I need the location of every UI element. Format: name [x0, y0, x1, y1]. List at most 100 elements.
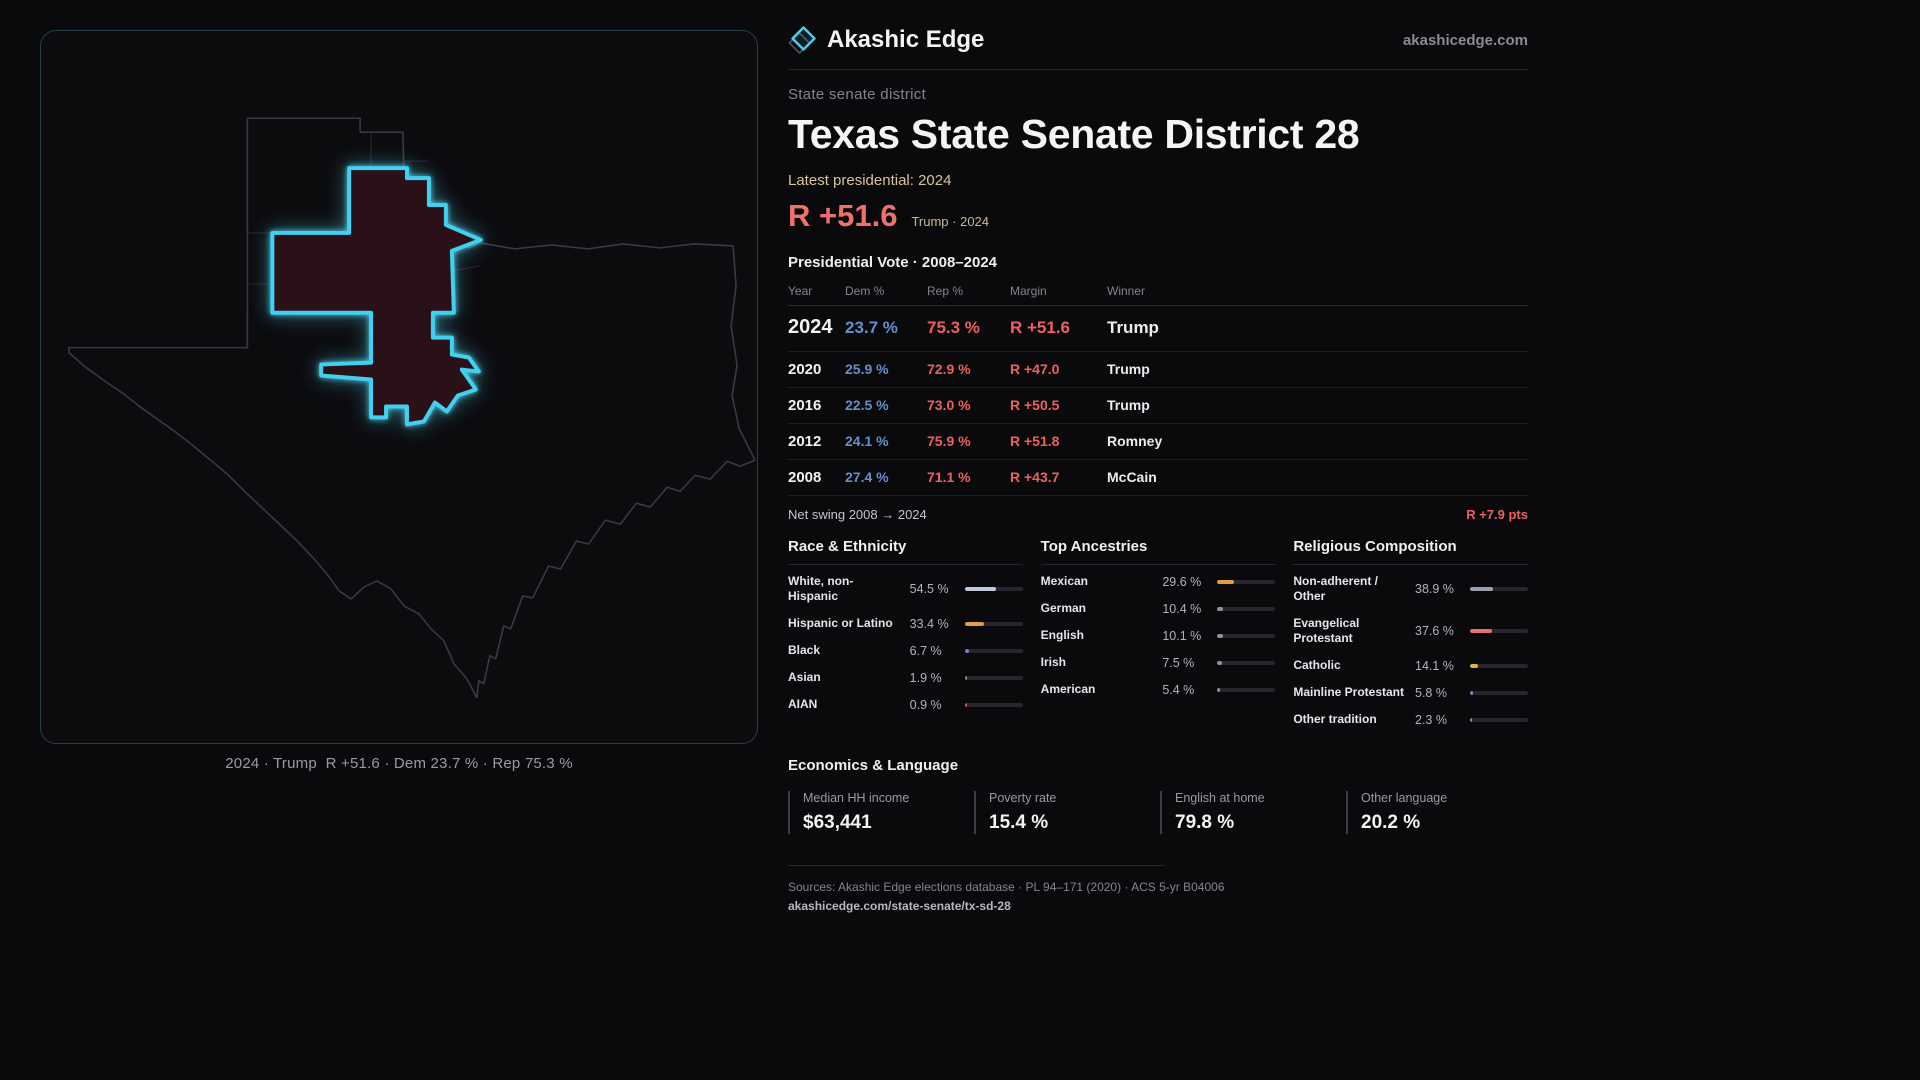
net-swing-value: R +7.9 pts	[1466, 507, 1528, 522]
religion-column: Religious Composition Non-adherent / Oth…	[1293, 538, 1528, 733]
bar-fill	[964, 702, 967, 707]
cell-winner: Trump	[1107, 361, 1150, 377]
demo-value: 29.6 %	[1162, 574, 1202, 589]
stat-median-income: Median HH income $63,441	[788, 791, 970, 834]
bar-fill	[1217, 633, 1224, 638]
bar-track	[964, 648, 1023, 653]
bar-fill	[1470, 629, 1492, 633]
demo-label: Other tradition	[1293, 712, 1377, 726]
cell-year: 2016	[788, 397, 822, 414]
permalink[interactable]: akashicedge.com/state-senate/tx-sd-28	[788, 899, 1011, 913]
table-row: 2024 23.7 % 75.3 % R +51.6 Trump	[788, 306, 1528, 352]
ancestries-column: Top Ancestries Mexican 29.6 % German 10.…	[1040, 538, 1276, 733]
cell-year: 2012	[788, 433, 822, 450]
net-swing-label: Net swing 2008 → 2024	[788, 507, 927, 522]
bar-track	[1217, 687, 1276, 692]
cell-winner: Romney	[1107, 433, 1163, 449]
bar-fill	[964, 621, 985, 626]
demo-value: 54.5 %	[909, 582, 949, 596]
col-rep: Rep %	[927, 284, 964, 298]
district-map	[68, 117, 756, 699]
stat-label: Other language	[1361, 791, 1448, 805]
cell-rep: 75.3 %	[927, 318, 980, 337]
cell-margin: R +50.5	[1010, 397, 1060, 413]
cell-dem: 24.1 %	[845, 433, 889, 449]
list-item: AIAN 0.9 %	[788, 691, 1023, 718]
bar-track	[1217, 660, 1276, 665]
demo-value: 0.9 %	[909, 697, 942, 712]
headline-result: R +51.6 Trump · 2024	[788, 198, 1528, 234]
bar-fill	[964, 587, 997, 591]
district-shape	[270, 166, 483, 427]
report-panel: Akashic Edge akashicedge.com State senat…	[788, 26, 1528, 915]
demo-label: Evangelical Protestant	[1293, 616, 1360, 645]
diamond-logo-icon	[788, 26, 816, 54]
list-item: Irish 7.5 %	[1041, 649, 1276, 676]
stat-value: 15.4 %	[989, 812, 1049, 833]
bar-track	[1470, 717, 1528, 722]
bar-track	[1217, 633, 1276, 638]
cell-year: 2008	[788, 469, 822, 486]
demo-label: Catholic	[1293, 658, 1341, 672]
list-item: American 5.4 %	[1041, 676, 1276, 703]
cell-margin: R +51.6	[1010, 318, 1071, 337]
latest-presidential-label: Latest presidential: 2024	[788, 172, 952, 189]
stat-value: 79.8 %	[1175, 812, 1235, 833]
bar-fill	[1470, 690, 1474, 695]
demo-label: White, non-Hispanic	[788, 574, 854, 603]
bar-track	[1470, 629, 1528, 633]
demo-value: 5.8 %	[1415, 685, 1447, 700]
demo-value: 10.1 %	[1162, 628, 1202, 643]
table-row: 2016 22.5 % 73.0 % R +50.5 Trump	[788, 388, 1528, 424]
page-title: Texas State Senate District 28	[788, 111, 1360, 157]
cell-rep: 73.0 %	[927, 397, 971, 413]
footer-divider	[788, 865, 1165, 866]
district-type-label: State senate district	[788, 86, 927, 103]
demo-value: 5.4 %	[1162, 682, 1195, 697]
cell-winner: Trump	[1107, 318, 1159, 337]
county-lines	[247, 132, 481, 285]
list-item: Mainline Protestant 5.8 %	[1293, 679, 1528, 706]
bar-track	[964, 675, 1023, 680]
bar-track	[1470, 663, 1528, 668]
bar-track	[1470, 690, 1528, 695]
bar-track	[1470, 587, 1528, 591]
cell-rep: 75.9 %	[927, 433, 971, 449]
site-domain-link[interactable]: akashicedge.com	[1402, 31, 1528, 49]
list-item: Asian 1.9 %	[788, 664, 1023, 691]
economics-title: Economics & Language	[788, 757, 959, 774]
stat-other-language: Other language 20.2 %	[1346, 791, 1528, 834]
demo-label: Irish	[1040, 655, 1066, 669]
ancestries-title: Top Ancestries	[1040, 538, 1276, 565]
demo-value: 7.5 %	[1162, 655, 1195, 670]
col-margin: Margin	[1010, 284, 1047, 298]
cell-dem: 27.4 %	[845, 469, 889, 485]
table-row: 2020 25.9 % 72.9 % R +47.0 Trump	[788, 352, 1528, 388]
cell-winner: Trump	[1107, 397, 1150, 413]
list-item: Other tradition 2.3 %	[1293, 706, 1528, 733]
cell-dem: 22.5 %	[845, 397, 889, 413]
cell-year: 2024	[788, 316, 833, 338]
bar-fill	[964, 648, 969, 653]
cell-margin: R +51.8	[1010, 433, 1060, 449]
bar-track	[1217, 579, 1276, 584]
demo-label: German	[1040, 601, 1087, 615]
demo-value: 14.1 %	[1415, 658, 1454, 673]
table-header-row: Year Dem % Rep % Margin Winner	[788, 277, 1528, 306]
presidential-vote-table: Year Dem % Rep % Margin Winner 2024 23.7…	[788, 277, 1528, 496]
cell-dem: 25.9 %	[845, 361, 889, 377]
stat-label: Median HH income	[803, 791, 910, 805]
list-item: Non-adherent / Other 38.9 %	[1293, 568, 1528, 610]
demo-value: 1.9 %	[909, 670, 942, 685]
bar-fill	[964, 675, 967, 680]
religion-title: Religious Composition	[1293, 538, 1528, 565]
demo-label: Mainline Protestant	[1293, 685, 1405, 699]
demo-label: English	[1040, 628, 1084, 642]
cell-rep: 72.9 %	[927, 361, 971, 377]
demographics-section: Race & Ethnicity White, non-Hispanic 54.…	[788, 538, 1528, 733]
race-ethnicity-column: Race & Ethnicity White, non-Hispanic 54.…	[788, 538, 1023, 733]
list-item: Evangelical Protestant 37.6 %	[1293, 610, 1528, 652]
economics-stats: Median HH income $63,441 Poverty rate 15…	[788, 791, 1528, 834]
table-row: 2012 24.1 % 75.9 % R +51.8 Romney	[788, 424, 1528, 460]
sources-line: Sources: Akashic Edge elections database…	[788, 880, 1225, 894]
